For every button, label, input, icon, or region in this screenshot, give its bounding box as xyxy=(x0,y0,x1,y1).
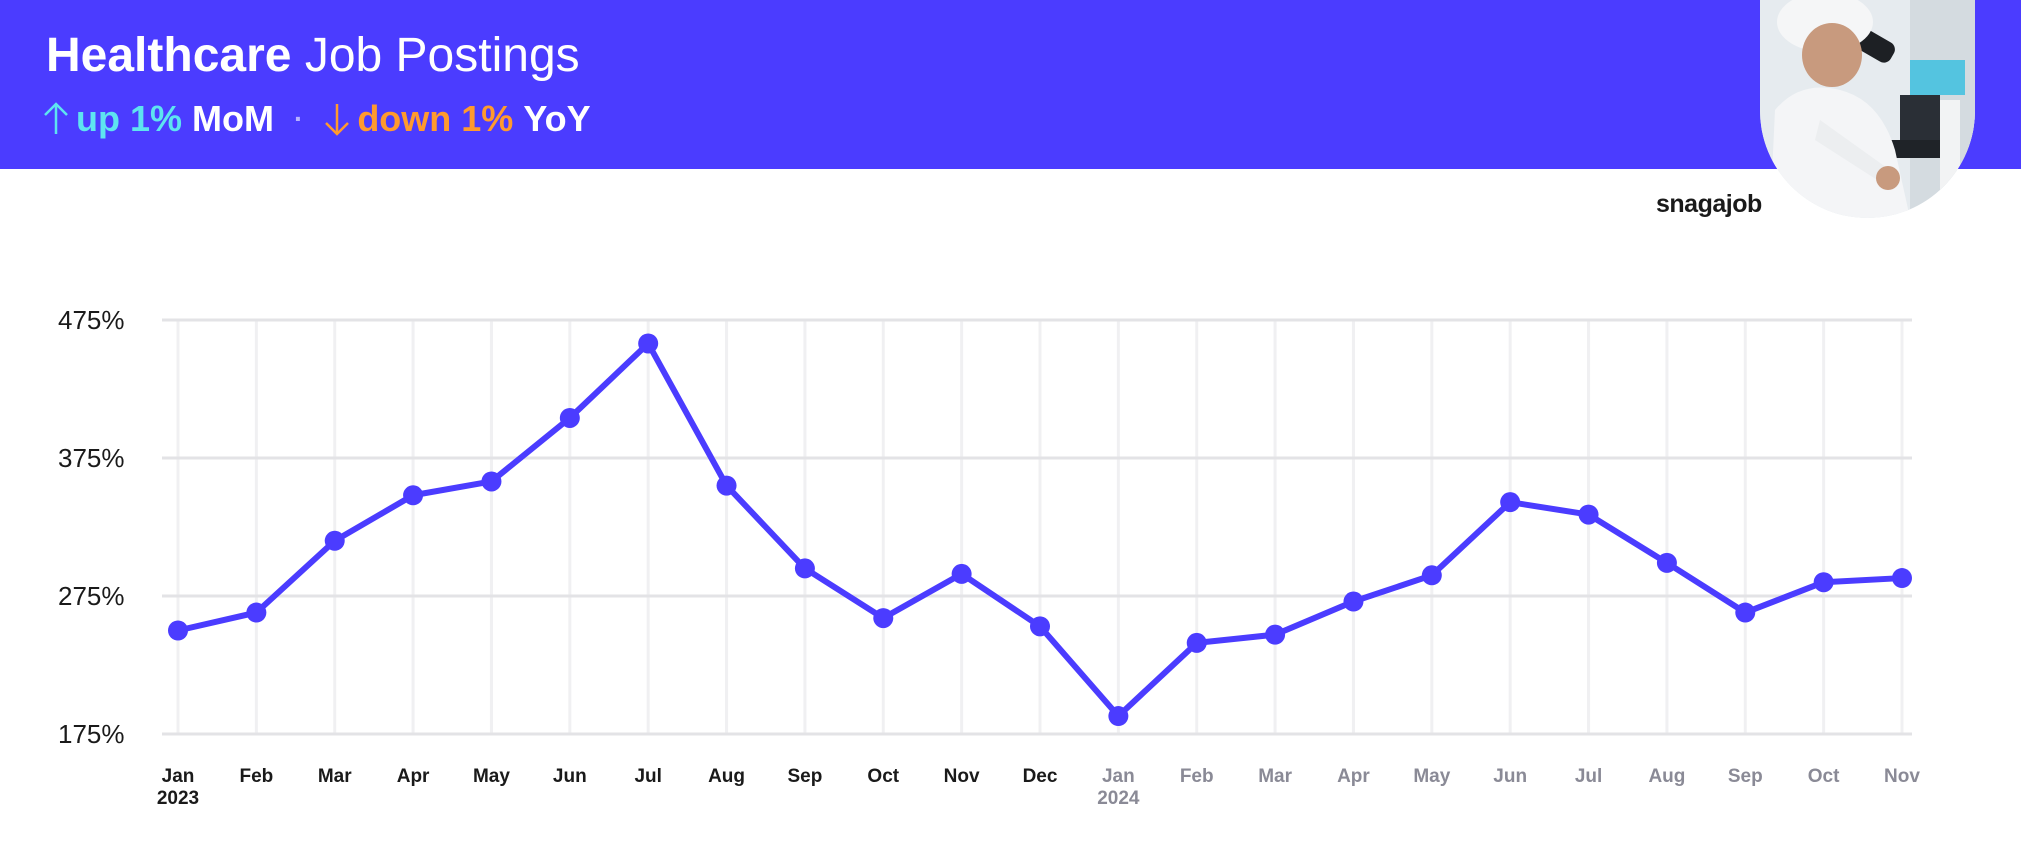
data-point xyxy=(1500,492,1521,513)
x-tick-label: Jun xyxy=(1493,766,1527,787)
x-tick-label: Sep xyxy=(787,766,822,787)
x-tick-label: Apr xyxy=(1337,766,1370,787)
data-point xyxy=(1265,624,1286,645)
page-title: Healthcare Job Postings xyxy=(46,28,580,83)
data-point xyxy=(1030,616,1050,637)
arrow-down-icon xyxy=(325,104,350,136)
yoy-change: down 1% xyxy=(357,98,514,139)
data-point xyxy=(1813,572,1834,593)
x-tick-label: Feb xyxy=(239,766,273,787)
data-point xyxy=(794,558,815,579)
x-tick-label: May xyxy=(1413,766,1450,787)
x-tick-label: Sep xyxy=(1728,766,1763,787)
lab-technician-photo xyxy=(1760,0,1975,218)
data-point xyxy=(559,407,580,428)
arrow-up-icon xyxy=(44,102,68,134)
x-axis-labels: Jan Feb Mar Apr May Jun Jul Aug Sep Oct Nov Dec Jan F… xyxy=(157,766,1921,809)
data-point xyxy=(1656,552,1677,573)
data-point xyxy=(1735,602,1756,623)
yoy-label: YoY xyxy=(523,98,591,139)
data-point xyxy=(1892,568,1912,589)
header-banner xyxy=(0,0,2021,169)
x-tick-label: Jan xyxy=(1102,766,1135,787)
trend-summary: up 1% MoM · down 1% YoY xyxy=(42,98,591,140)
data-point xyxy=(1421,565,1442,586)
data-point xyxy=(873,608,894,629)
x-tick-label: Jul xyxy=(634,766,661,787)
x-tick-label: Jun xyxy=(553,766,587,787)
data-point xyxy=(1343,591,1364,612)
x-tick-label: Jul xyxy=(1575,766,1602,787)
x-tick-label: Jan xyxy=(162,766,195,787)
x-tick-label: May xyxy=(473,766,510,787)
x-tick-label: Oct xyxy=(867,766,899,787)
data-point xyxy=(716,475,737,496)
y-tick-label: 375% xyxy=(58,443,125,473)
x-year-label: 2024 xyxy=(1097,788,1140,809)
data-point xyxy=(481,471,502,492)
x-tick-label: Nov xyxy=(1884,766,1920,787)
brand-logo: snagajob xyxy=(1656,190,1762,218)
data-point xyxy=(1108,706,1129,727)
data-point xyxy=(951,563,972,584)
data-point xyxy=(638,333,659,354)
y-axis-labels: 475% 375% 275% 175% xyxy=(58,305,125,749)
y-tick-label: 175% xyxy=(58,719,125,749)
data-point xyxy=(246,602,267,623)
series-layer xyxy=(168,333,1912,727)
data-point xyxy=(1186,632,1207,653)
title-bold: Healthcare xyxy=(46,29,292,82)
horizontal-gridlines xyxy=(162,318,1912,736)
x-tick-label: Dec xyxy=(1023,766,1058,787)
x-tick-label: Mar xyxy=(318,766,352,787)
vertical-gridlines xyxy=(176,320,1904,734)
x-tick-label: Nov xyxy=(944,766,980,787)
x-tick-label: Feb xyxy=(1180,766,1214,787)
x-tick-label: Aug xyxy=(708,766,745,787)
data-point xyxy=(1578,504,1599,525)
mom-change: up 1% xyxy=(76,98,183,139)
data-point xyxy=(403,485,424,506)
data-point xyxy=(168,620,188,641)
x-tick-label: Mar xyxy=(1258,766,1292,787)
title-light: Job Postings xyxy=(304,29,580,82)
x-tick-label: Oct xyxy=(1808,766,1840,787)
y-tick-label: 475% xyxy=(58,305,125,335)
x-year-label: 2023 xyxy=(157,788,199,809)
data-point xyxy=(324,530,345,551)
x-tick-label: Apr xyxy=(397,766,430,787)
separator: · xyxy=(293,103,304,134)
x-tick-label: Aug xyxy=(1648,766,1685,787)
y-tick-label: 275% xyxy=(58,581,125,611)
mom-label: MoM xyxy=(192,98,274,139)
